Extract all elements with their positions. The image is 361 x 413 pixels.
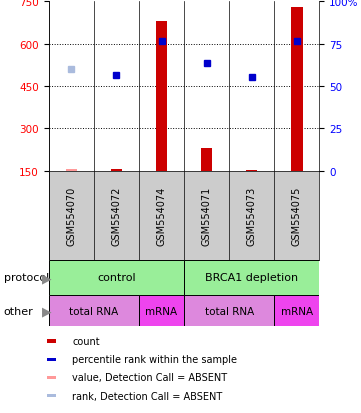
Bar [139,295,184,326]
Text: percentile rank within the sample: percentile rank within the sample [72,354,237,364]
Text: ▶: ▶ [42,271,51,284]
Text: GSM554075: GSM554075 [292,186,302,245]
Text: other: other [4,306,33,316]
Bar [47,394,56,397]
Bar [49,260,184,295]
Text: GSM554070: GSM554070 [66,186,76,245]
Text: mRNA: mRNA [281,306,313,316]
Bar [111,169,122,171]
Text: count: count [72,336,100,346]
Bar [184,260,319,295]
Bar [274,295,319,326]
Text: GSM554074: GSM554074 [157,186,166,245]
Text: GSM554072: GSM554072 [112,186,121,245]
Text: total RNA: total RNA [205,306,254,316]
Text: value, Detection Call = ABSENT: value, Detection Call = ABSENT [72,373,227,382]
Text: ▶: ▶ [42,304,51,317]
Text: protocol: protocol [4,273,49,283]
Bar [49,295,139,326]
Bar [66,170,77,171]
Text: GSM554071: GSM554071 [202,186,212,245]
Bar [184,295,274,326]
Text: total RNA: total RNA [69,306,118,316]
Bar [47,376,56,379]
Bar [201,149,212,171]
Bar [47,358,56,361]
Bar [156,22,167,171]
Text: mRNA: mRNA [145,306,178,316]
Bar [47,339,56,343]
Bar [291,8,303,171]
Text: BRCA1 depletion: BRCA1 depletion [205,273,298,283]
Text: GSM554073: GSM554073 [247,186,257,245]
Text: control: control [97,273,136,283]
Text: rank, Detection Call = ABSENT: rank, Detection Call = ABSENT [72,391,222,401]
